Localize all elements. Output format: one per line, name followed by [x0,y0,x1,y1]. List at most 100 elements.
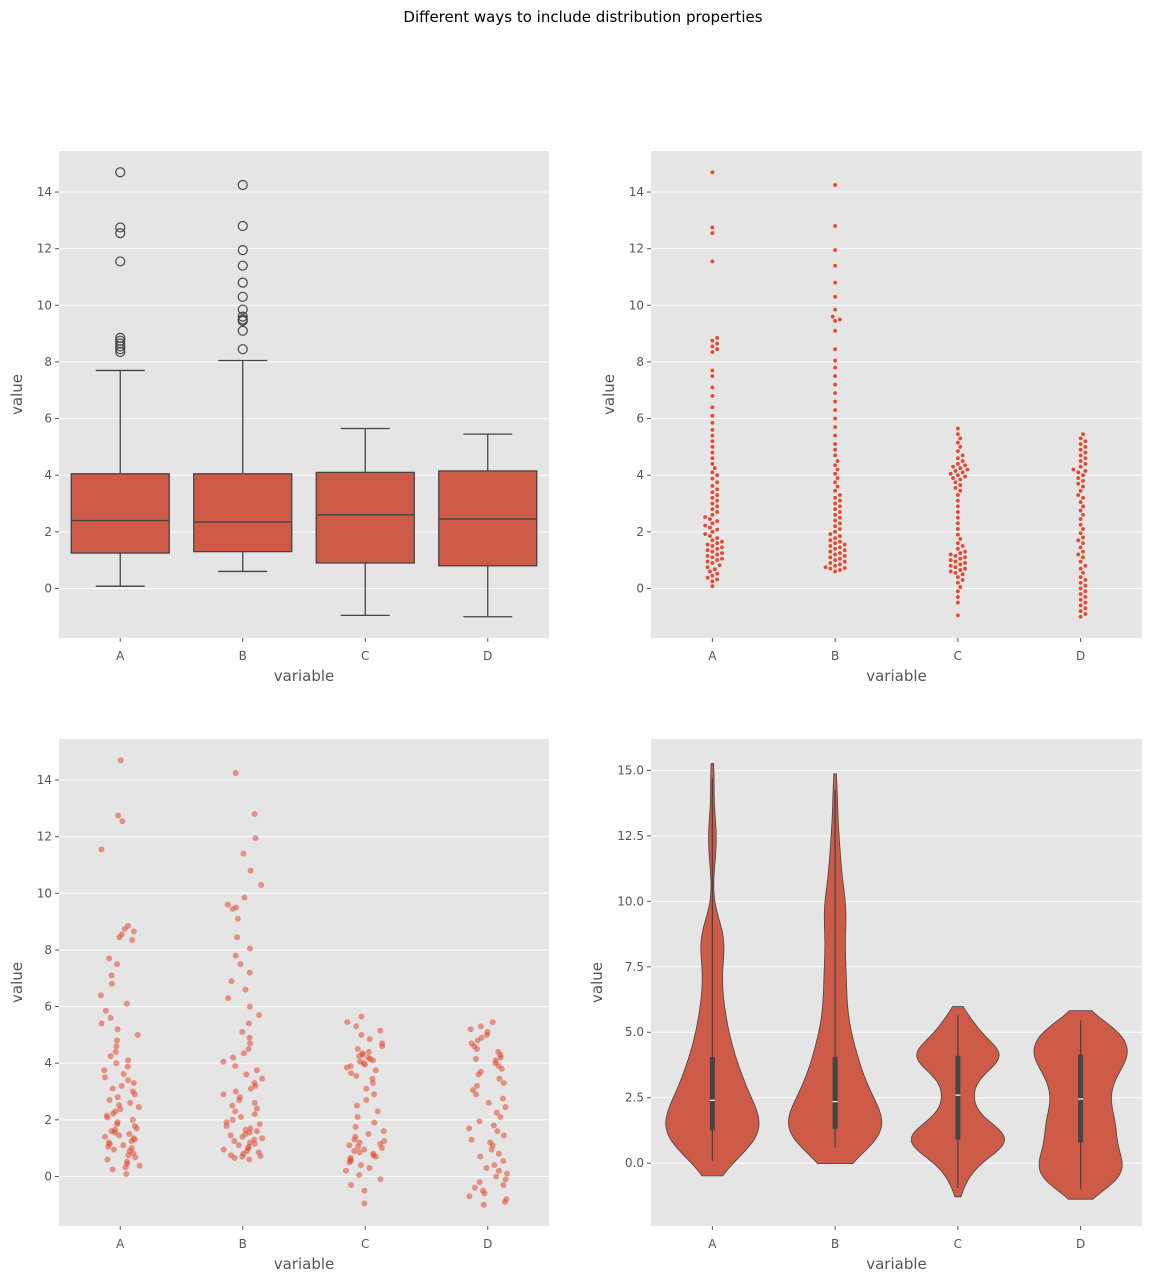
strip-point [347,1181,354,1188]
swarm-point [962,549,968,555]
swarm-point [714,546,720,552]
strip-point [366,1164,373,1171]
x-tick-label: C [954,1237,962,1251]
swarm-point [709,230,715,236]
x-tick-label: C [361,1237,369,1251]
swarm-point [709,393,715,399]
swarm-point [1078,586,1084,591]
strip-point [473,1091,480,1098]
swarm-point [1078,544,1084,550]
violin-iqr-bar [955,1055,961,1140]
swarm-point [714,552,720,557]
strip-point [247,1040,254,1047]
outlier-point [115,338,126,349]
swarm-point [705,564,710,570]
swarm-point [714,576,720,582]
swarm-point [705,559,710,564]
swarm-point [1083,588,1088,594]
y-tick-label: 2 [44,525,52,539]
y-tick-label: 0.0 [625,1156,644,1170]
swarm-point [832,462,838,468]
swarm-point [714,472,720,478]
swarm-point [1078,530,1084,536]
strip-point [239,1029,246,1036]
swarm-point [832,307,838,312]
strip-point [500,1181,507,1188]
strip-point [237,961,244,968]
box-A [70,167,170,587]
swarm-point [1083,563,1088,569]
swarm-point [837,520,843,526]
swarm-point [1078,516,1084,522]
strip-point [365,1130,372,1137]
strip-point [125,922,132,929]
strip-point [256,1121,263,1128]
strip-point [489,1019,496,1026]
strip-point [477,1023,484,1030]
strip-point [490,1122,497,1129]
strip-point [114,1026,121,1033]
swarm-point [960,571,966,577]
strip-point [494,1128,501,1135]
swarm-point [832,263,838,269]
swarm-point [709,259,715,264]
swarm-point [714,571,720,577]
y-tick-label: 12 [37,242,52,256]
swarm-point [702,523,708,528]
strip-point [224,901,231,908]
y-tick-label: 2 [44,1113,52,1127]
swarm-point [1075,537,1081,543]
x-tick-label: A [708,649,717,663]
swarm-point [955,426,961,431]
strip-point [241,894,248,901]
strip-point [476,1118,483,1125]
strip-point [104,1156,111,1163]
strip-point [220,1146,227,1153]
strip-point [107,1053,114,1060]
swarm-point [709,404,715,410]
swarm-point [842,542,848,547]
strip-point [101,1067,108,1074]
strip-point [503,1196,510,1203]
swarm-point [1075,469,1081,475]
strip-point [136,1162,143,1169]
swarm-point [830,314,836,320]
strip-point [232,1063,239,1070]
swarm-point [832,328,838,334]
swarm-point [832,373,838,379]
iqr-box [193,473,293,553]
y-tick-label: 0 [44,1169,52,1183]
strip-point [123,1171,130,1178]
strip-point [477,1068,484,1075]
strip-point [500,1132,507,1139]
swarm-point [957,556,963,562]
swarm-point [832,424,838,430]
swarm-point [832,407,838,413]
swarm-point [827,560,833,566]
swarm-point [709,560,715,566]
swarm-point [1078,508,1084,513]
swarm-point [709,438,715,444]
strip-point [251,1080,258,1087]
swarm-point [953,570,958,576]
strip-point [109,1166,116,1173]
strip-point [347,1063,354,1070]
strip-point [469,1087,476,1094]
swarm-point [709,385,715,390]
strip-point [240,850,247,857]
swarm-point [955,515,961,521]
strip-C [342,1013,388,1207]
strip-point [478,1034,485,1041]
strip-point [108,980,115,987]
swarm-point [835,475,840,481]
y-tick-label: 6 [44,412,52,426]
swarm-point [714,346,720,352]
swarm-point [709,461,715,467]
swarm-point [957,567,963,573]
swarm-point [832,441,838,447]
swarm-point [705,553,710,559]
swarm-point [709,420,715,426]
swarm-point [1078,608,1084,614]
swarm-point [832,247,838,253]
swarm-point [1080,431,1086,437]
